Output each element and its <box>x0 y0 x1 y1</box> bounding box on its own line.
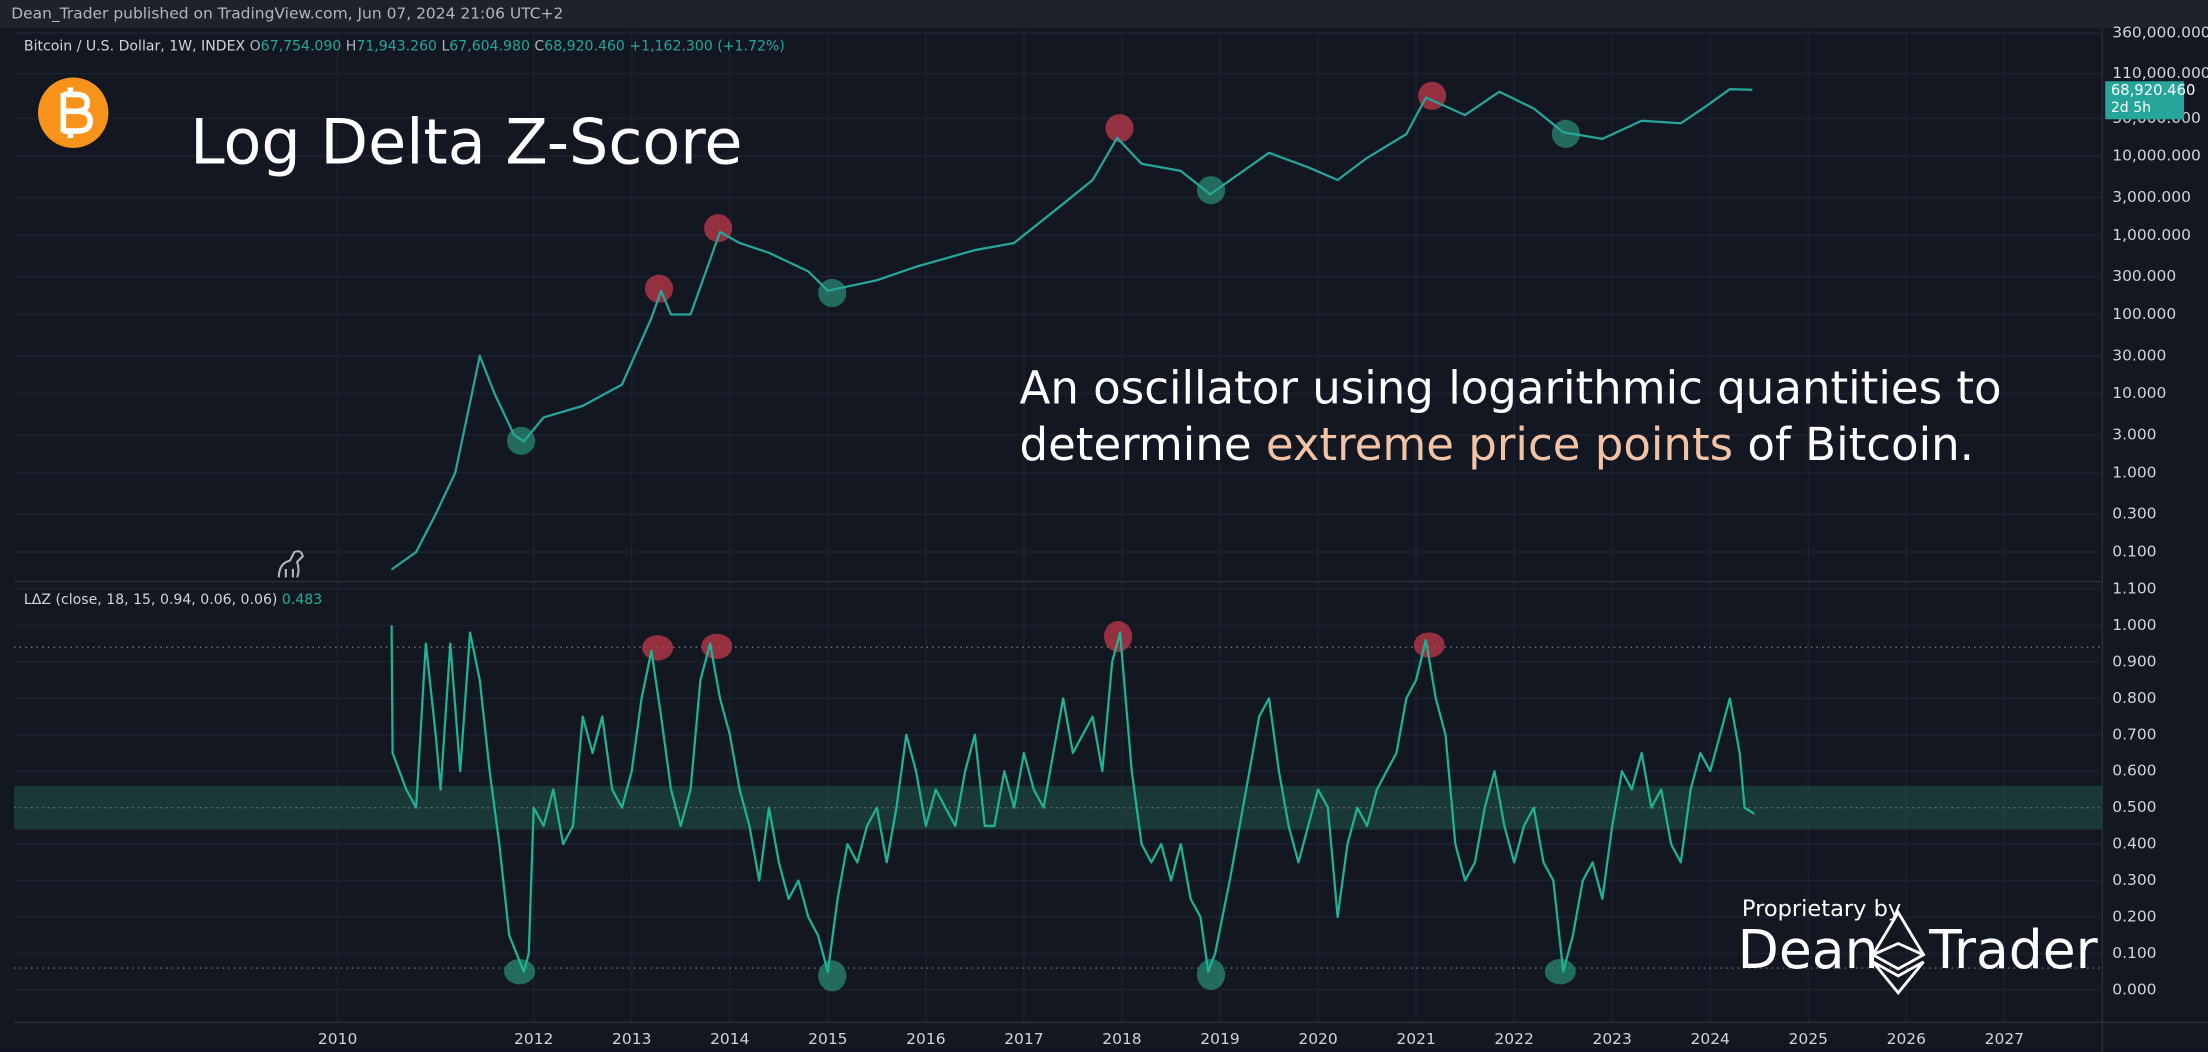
branding-by: Proprietary by <box>1742 896 1901 922</box>
x-tick-label: 2024 <box>1691 1030 1730 1048</box>
low-marker <box>504 959 536 985</box>
low-marker <box>818 278 847 308</box>
countdown: 2d 5h <box>2111 100 2151 116</box>
price-label-box <box>2105 81 2185 120</box>
eth-logo <box>1870 909 1926 996</box>
y-tick-label: 3.000 <box>2112 426 2156 444</box>
y-tick-label: 0.300 <box>2112 505 2156 523</box>
header-text: Dean_Trader published on TradingView.com… <box>11 5 563 24</box>
neutral-band <box>14 785 2103 830</box>
series-line <box>390 625 1755 973</box>
y-tick-label: 0.800 <box>2112 689 2156 707</box>
eth-bottom <box>1871 960 1925 996</box>
x-tick-label: 2016 <box>906 1030 945 1048</box>
highlights <box>504 81 1580 992</box>
x-tick-label: 2022 <box>1494 1030 1533 1048</box>
description-text: of Bitcoin. <box>1747 418 1974 471</box>
price-label: 68,920.460 <box>2111 82 2196 99</box>
peak-marker <box>642 635 674 661</box>
y-tick-label: 0.300 <box>2112 871 2156 889</box>
x-tick-label: 2010 <box>318 1030 357 1048</box>
y-tick-label: 1.000 <box>2112 463 2156 481</box>
ohlc-label: L <box>441 39 449 55</box>
indicator-legend: LΔZ (close, 18, 15, 0.94, 0.06, 0.06) 0.… <box>24 592 322 608</box>
x-tick-label: 2017 <box>1004 1030 1043 1048</box>
x-tick-label: 2026 <box>1887 1030 1926 1048</box>
series-line <box>390 88 1753 571</box>
tv-logo <box>277 550 304 578</box>
low-marker <box>1196 176 1226 205</box>
y-tick-label: 3,000.000 <box>2112 188 2191 206</box>
y-tick-label: 30.000 <box>2112 346 2166 364</box>
ohlc-label: O <box>250 39 261 55</box>
y-tick-label: 300.000 <box>2112 267 2176 285</box>
y-tick-label: 10.000 <box>2112 384 2166 402</box>
x-tick-label: 2012 <box>514 1030 553 1048</box>
description-line: An oscillator using logarithmic quantiti… <box>1020 362 2002 415</box>
symbol-legend: Bitcoin / U.S. Dollar, 1W, INDEX O67,754… <box>24 39 785 55</box>
x-tick-label: 2014 <box>710 1030 749 1048</box>
y-tick-label: 0.600 <box>2112 762 2156 780</box>
header-bar <box>0 0 2208 29</box>
title: Log Delta Z-Score <box>190 106 742 179</box>
y-tick-label: 1.000 <box>2112 616 2156 634</box>
symbol: Bitcoin / U.S. Dollar, 1W, INDEX <box>24 39 246 55</box>
y-tick-label: 10,000.000 <box>2112 147 2201 165</box>
description-highlight: extreme price points <box>1266 418 1733 471</box>
x-tick-label: 2023 <box>1592 1030 1631 1048</box>
x-tick-label: 2019 <box>1200 1030 1239 1048</box>
description-line: determine extreme price points of Bitcoi… <box>1020 418 1974 471</box>
ohlc-value: 71,943.260 <box>356 39 437 55</box>
description-text: determine <box>1020 418 1252 471</box>
branding-left: Dean <box>1738 918 1879 981</box>
ohlc-value: 68,920.460 <box>544 39 625 55</box>
x-tick-label: 2015 <box>808 1030 847 1048</box>
logo-glyph <box>60 87 93 139</box>
x-tick-label: 2013 <box>612 1030 651 1048</box>
peak-marker <box>1105 114 1134 143</box>
ohlc-label: C <box>534 39 544 55</box>
y-tick-label: 0.100 <box>2112 542 2156 560</box>
y-tick-label: 0.500 <box>2112 798 2156 816</box>
branding-right: Trader <box>1928 918 2097 981</box>
y-tick-label: 100.000 <box>2112 305 2176 323</box>
x-tick-label: 2020 <box>1298 1030 1337 1048</box>
change: +1,162.300 (+1.72%) <box>629 39 784 55</box>
y-tick-label: 0.200 <box>2112 908 2156 926</box>
low-marker <box>818 960 847 992</box>
y-tick-label: 0.100 <box>2112 944 2156 962</box>
peak-marker <box>644 274 674 303</box>
bitcoin-logo <box>38 77 109 148</box>
low-marker <box>1196 959 1226 990</box>
ohlc-value: 67,604.980 <box>449 39 530 55</box>
y-tick-label: 0.400 <box>2112 835 2156 853</box>
x-tick-label: 2018 <box>1102 1030 1141 1048</box>
indicator-value: 0.483 <box>282 592 322 608</box>
x-tick-label: 2027 <box>1985 1030 2024 1048</box>
ohlc-value: 67,754.090 <box>261 39 342 55</box>
y-tick-label: 110,000.000 <box>2112 64 2208 82</box>
low-marker <box>1544 959 1576 985</box>
y-tick-label: 1,000.000 <box>2112 226 2191 244</box>
peak-marker <box>701 633 733 660</box>
y-tick-label: 0.700 <box>2112 725 2156 743</box>
eth-top <box>1870 909 1926 971</box>
y-tick-label: 0.900 <box>2112 652 2156 670</box>
x-tick-label: 2021 <box>1396 1030 1435 1048</box>
peak-marker <box>1413 632 1445 658</box>
y-tick-label: 360,000.000 <box>2112 23 2208 41</box>
y-tick-label: 0.000 <box>2112 980 2156 998</box>
y-tick-label: 1.100 <box>2112 579 2156 597</box>
x-tick-label: 2025 <box>1789 1030 1828 1048</box>
indicator-name: LΔZ (close, 18, 15, 0.94, 0.06, 0.06) <box>24 592 277 608</box>
ohlc-label: H <box>346 39 357 55</box>
